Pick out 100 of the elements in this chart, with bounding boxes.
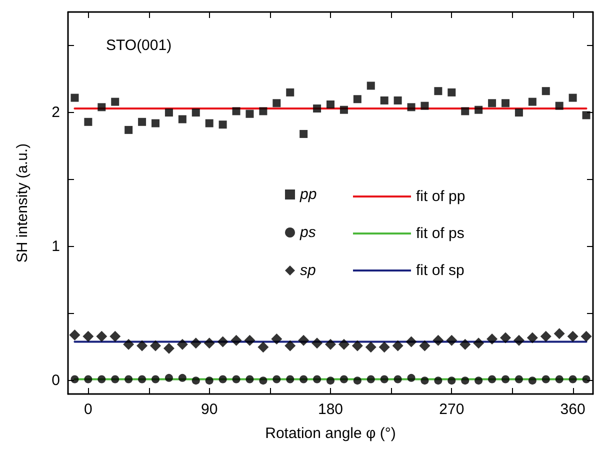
- point: [111, 375, 120, 384]
- point: [526, 332, 538, 344]
- point: [190, 338, 202, 349]
- point: [352, 340, 363, 352]
- point: [461, 376, 470, 385]
- y-axis-title: SH intensity (a.u.): [14, 143, 31, 263]
- point: [205, 119, 214, 128]
- point: [178, 115, 186, 124]
- point: [217, 336, 228, 348]
- point: [84, 375, 92, 384]
- point: [259, 376, 268, 385]
- point: [152, 119, 160, 128]
- x-tick-label: 90: [201, 401, 218, 418]
- point: [110, 330, 121, 342]
- point: [366, 82, 375, 90]
- x-tick-label: 270: [439, 401, 464, 418]
- point: [123, 338, 134, 350]
- point: [580, 330, 592, 342]
- point: [272, 375, 281, 384]
- point: [230, 334, 242, 346]
- point: [392, 340, 404, 352]
- point: [152, 375, 160, 384]
- point: [286, 88, 294, 96]
- point: [500, 332, 511, 344]
- point: [378, 342, 390, 353]
- point: [300, 130, 308, 138]
- point: [164, 108, 173, 117]
- point: [407, 374, 416, 382]
- point: [568, 375, 577, 384]
- point: [192, 108, 200, 117]
- point: [205, 376, 214, 385]
- point: [366, 375, 375, 384]
- legend-label: ps: [299, 224, 316, 241]
- point: [313, 104, 322, 113]
- point: [353, 376, 362, 385]
- point: [218, 375, 227, 384]
- point: [460, 338, 471, 350]
- point: [232, 375, 240, 384]
- point: [326, 376, 334, 385]
- point: [473, 338, 484, 349]
- point: [138, 118, 146, 126]
- point: [434, 87, 442, 96]
- point: [394, 96, 402, 104]
- legend-label: pp: [299, 186, 317, 203]
- point: [568, 94, 577, 102]
- legend-label: fit of pp: [416, 188, 466, 205]
- point: [138, 375, 146, 384]
- point: [298, 334, 310, 346]
- point: [178, 374, 186, 382]
- point: [286, 375, 294, 384]
- x-tick-label: 0: [84, 401, 92, 418]
- point: [582, 375, 590, 384]
- point: [514, 108, 523, 117]
- point: [406, 336, 417, 348]
- point: [488, 375, 496, 384]
- point: [98, 103, 106, 112]
- point: [96, 330, 108, 342]
- point: [555, 102, 564, 110]
- point: [513, 334, 524, 346]
- point: [163, 342, 174, 354]
- point: [340, 375, 348, 384]
- point: [98, 375, 106, 384]
- point: [446, 334, 458, 346]
- point: [246, 110, 254, 118]
- point: [542, 87, 550, 96]
- point: [259, 107, 268, 116]
- point: [502, 375, 510, 384]
- legend-label: fit of ps: [416, 225, 464, 242]
- point: [380, 96, 388, 104]
- point: [124, 126, 133, 134]
- point: [540, 330, 552, 342]
- point: [111, 98, 120, 106]
- point: [353, 95, 362, 104]
- point: [554, 328, 565, 340]
- point: [419, 340, 430, 352]
- point: [474, 106, 483, 114]
- legend-label: sp: [300, 262, 316, 279]
- y-tick-label: 0: [52, 372, 60, 390]
- point: [474, 376, 483, 385]
- point: [420, 102, 429, 110]
- point: [486, 334, 498, 345]
- point: [528, 98, 536, 106]
- point: [70, 94, 79, 102]
- point: [272, 99, 281, 108]
- point: [420, 376, 429, 385]
- point: [164, 374, 173, 382]
- point: [271, 334, 282, 345]
- point: [394, 375, 402, 384]
- point: [312, 338, 323, 349]
- point: [432, 334, 444, 346]
- point: [407, 103, 416, 112]
- point: [380, 375, 388, 384]
- point: [313, 375, 322, 384]
- annotation: STO(001): [106, 37, 172, 54]
- point: [555, 375, 564, 384]
- point: [488, 99, 496, 108]
- point: [176, 338, 188, 350]
- point: [136, 340, 148, 352]
- point: [300, 375, 308, 384]
- point: [192, 376, 200, 385]
